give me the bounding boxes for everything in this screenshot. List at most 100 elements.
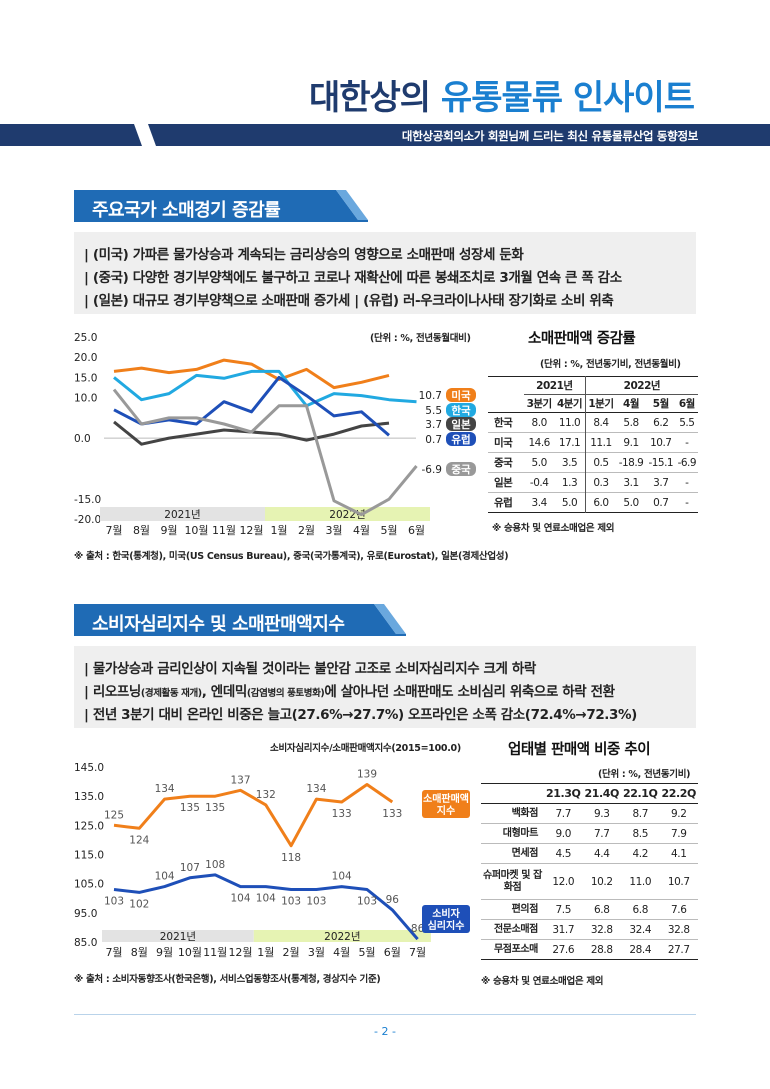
x-tick-label: 9월: [156, 946, 173, 959]
cell: 32.8: [590, 923, 613, 936]
x-tick-label: 5월: [380, 524, 397, 537]
series-end-value: 5.5: [425, 405, 442, 417]
y-tick-label: 25.0: [74, 332, 97, 344]
series-end-value: 3.7: [425, 419, 442, 431]
x-tick-label: 3월: [325, 524, 342, 537]
y-tick-label: 115.0: [74, 850, 104, 862]
row-label: 중국: [494, 457, 513, 469]
cell: 0.5: [593, 456, 609, 469]
cell: 3.5: [554, 452, 586, 473]
row-label: 면세점: [511, 847, 539, 859]
table2-col: 22.2Q: [661, 787, 697, 800]
bullet-note: (경제활동 재개): [140, 688, 202, 699]
x-tick-label: 8월: [133, 524, 150, 537]
cell: 7.5: [555, 903, 572, 916]
data-label: 103: [357, 896, 377, 908]
y-tick-label: 15.0: [74, 372, 97, 384]
data-label: 103: [306, 896, 326, 908]
bullet-text: | 전년 3분기 대비 온라인 비중은 늘고(27.6%→27.7%) 오프라인…: [84, 707, 637, 723]
section1-title: 주요국가 소매경기 증감률: [92, 200, 281, 221]
cell: 5.0: [623, 496, 639, 509]
series-line: [113, 783, 394, 848]
y-tick-label: 0.0: [74, 433, 91, 445]
data-label: 108: [205, 859, 225, 871]
title-accent: 유통물류 인사이트: [440, 78, 695, 118]
cell: 32.8: [667, 923, 690, 936]
data-label: 104: [155, 871, 175, 883]
retail-growth-chart: 25.020.015.010.00.0-15.0-20.0 2021년 2022년7…: [74, 332, 476, 537]
x-tick-label: 1월: [257, 946, 274, 959]
y-tick-label: 125.0: [74, 820, 104, 832]
table1-col: 4월: [623, 398, 640, 410]
y-tick-label: 95.0: [74, 908, 97, 920]
row-label: 편의점: [511, 903, 539, 915]
row-label: 슈퍼마켓 및 잡화점: [483, 870, 542, 893]
cell: 8.0: [531, 416, 548, 429]
x-tick-label: 2월: [283, 946, 300, 959]
series-legend-label: 심리지수: [428, 919, 465, 932]
cell: 4.4: [594, 847, 610, 860]
section2-bullet-3: | 전년 3분기 대비 온라인 비중은 늘고(27.6%→27.7%) 오프라인…: [84, 703, 637, 723]
section1-bullet-2: | (중국) 다양한 경기부양책에도 불구하고 코로나 재확산에 따른 봉쇄조치…: [84, 270, 622, 286]
data-label: 102: [129, 898, 149, 910]
data-label: 135: [205, 802, 225, 814]
cell: 9.3: [594, 807, 610, 820]
x-tick-label: 6월: [384, 946, 401, 959]
store-share-table: 21.3Q 21.4Q 22.1Q 22.2Q 백화점 7.7 9.3 8.7 …: [481, 783, 698, 960]
table2-col: 22.1Q: [623, 787, 658, 800]
cell: -15.1: [648, 456, 674, 469]
section1-bullet-1: | (미국) 가파른 물가상승과 계속되는 금리상승의 영향으로 소매판매 성장…: [84, 247, 524, 263]
cell: 28.8: [590, 943, 613, 956]
cell: 9.0: [555, 827, 572, 840]
table1-col: 3분기: [526, 398, 553, 410]
cell: -18.9: [618, 456, 644, 469]
data-label: 124: [129, 834, 149, 846]
series-legend-label: 유럽: [451, 433, 470, 446]
series-legend-label: 일본: [451, 418, 471, 431]
cell: 28.4: [629, 943, 652, 956]
table1-title: 소매판매액 증감률: [528, 331, 636, 347]
series-end-value: -6.9: [422, 464, 443, 476]
series-legend-label: 미국: [451, 389, 471, 402]
x-tick-label: 2월: [298, 524, 315, 537]
cell: 6.2: [653, 416, 669, 429]
series-legend-label: 소비자: [432, 907, 460, 920]
table-row: 슈퍼마켓 및 잡화점 12.0 10.2 11.0 10.7: [481, 864, 698, 900]
bullet-note: (감염병의 풍토병화): [246, 688, 325, 699]
cell: 27.6: [552, 943, 575, 956]
cell: 5.0: [554, 492, 586, 513]
y-tick-label: 10.0: [74, 393, 97, 405]
data-label: 107: [180, 862, 200, 874]
section1-bullet-3: | (일본) 대규모 경기부양책으로 소매판매 증가세 | (유럽) 러-우크라…: [84, 293, 614, 309]
series-legend-label: 중국: [451, 464, 471, 476]
series-legend-badge: [446, 417, 476, 431]
x-tick-label: 10월: [178, 946, 202, 959]
cell: 10.7: [650, 436, 672, 449]
title-main: 대한상의: [308, 78, 431, 118]
data-label: 139: [357, 769, 377, 781]
cell: 8.7: [632, 807, 649, 820]
table2-unit: (단위 : %, 전년동기비): [598, 769, 691, 780]
x-tick-label: 1월: [270, 524, 287, 537]
x-tick-label: 4월: [333, 946, 350, 959]
cell: 10.2: [590, 875, 613, 888]
x-tick-label: 5월: [358, 946, 375, 959]
series-line: [113, 369, 417, 408]
table-row: 대형마트 9.0 7.7 8.5 7.9: [481, 824, 698, 844]
series-legend-label: 지수: [437, 804, 455, 817]
chart2-source: ※ 출처 : 소비자동향조사(한국은행), 서비스업동향조사(통계청, 경상지수…: [74, 974, 381, 985]
bullet-text: | 리오프닝: [84, 684, 141, 700]
cell: 4.1: [671, 847, 687, 860]
cell: 5.5: [679, 416, 695, 429]
chart1-source: ※ 출처 : 한국(통계청), 미국(US Census Bureau), 중국…: [74, 551, 509, 562]
cell: -: [685, 496, 689, 509]
table1-col: 6월: [678, 398, 695, 410]
table-row: 한국 8.0 11.0 8.4 5.8 6.2 5.5: [488, 412, 698, 433]
series-legend-badge: [446, 403, 476, 417]
cell: 9.2: [671, 807, 687, 820]
cell: 8.5: [632, 827, 649, 840]
x-tick-label: 6월: [408, 524, 425, 537]
series-end-value: 10.7: [419, 390, 442, 402]
series-end-value: 0.7: [425, 434, 442, 446]
series-legend-badge: [422, 790, 470, 818]
